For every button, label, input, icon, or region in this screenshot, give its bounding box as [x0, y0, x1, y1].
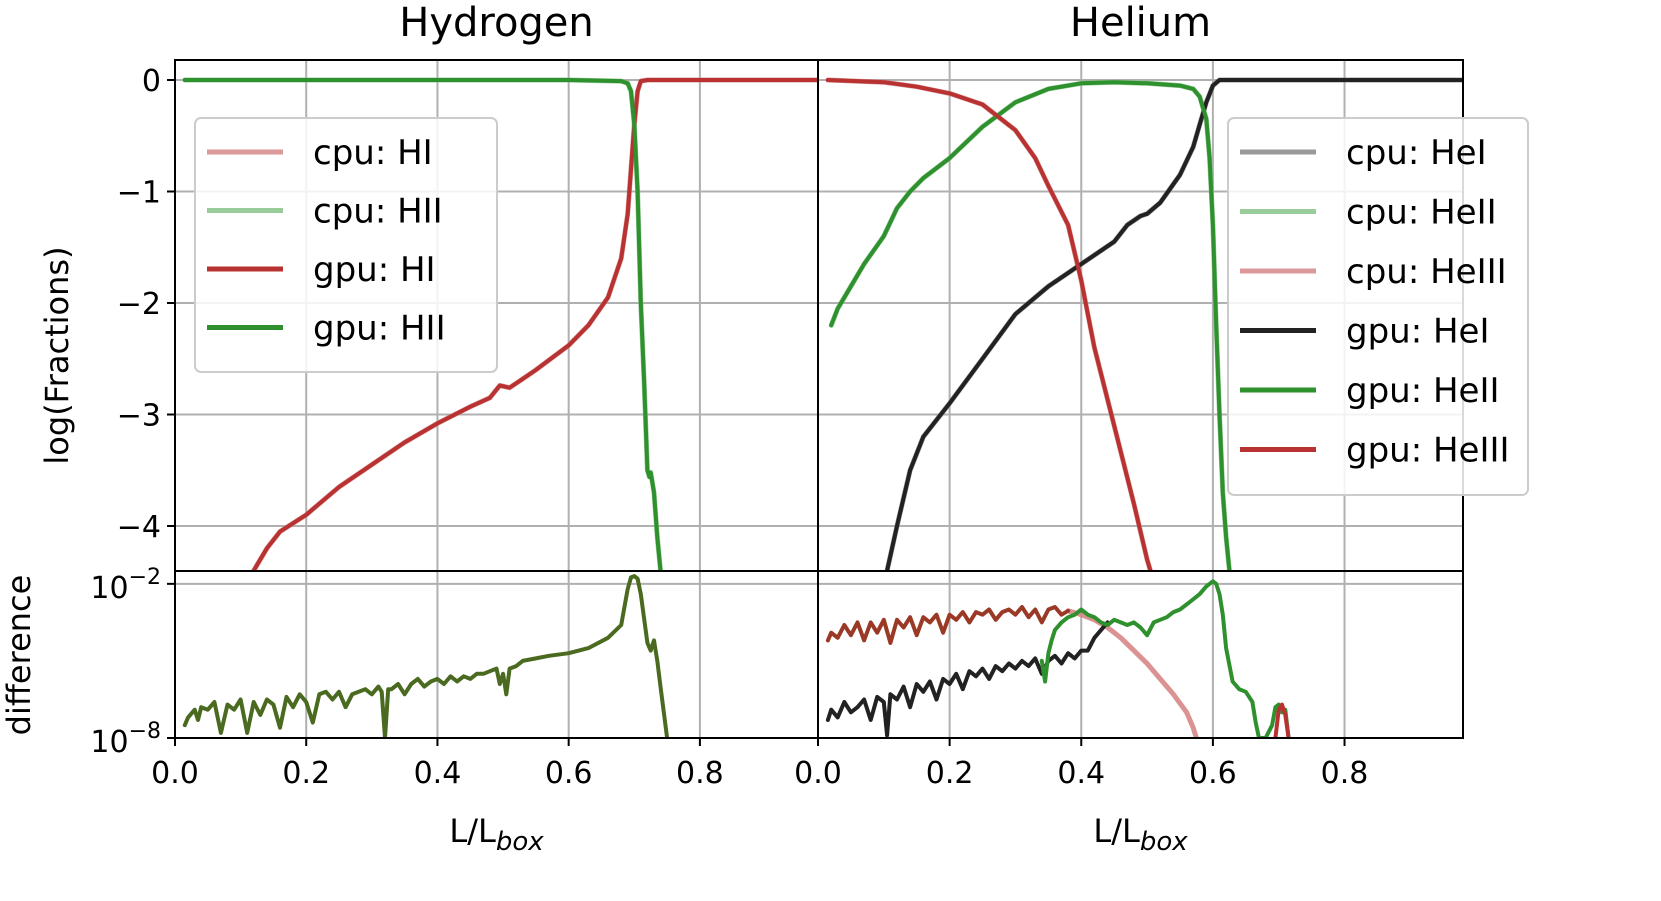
axes-frame [817, 570, 1464, 739]
x-label-main: L/L [1093, 812, 1140, 850]
y-tick-label: −2 [117, 287, 161, 322]
axes-frame [174, 570, 819, 739]
legend-label: cpu: HI [313, 133, 433, 173]
x-tick-label: 0.8 [676, 756, 724, 791]
series-group [825, 77, 1463, 571]
series-line-gpu-heiii [825, 78, 1153, 571]
legend-label: cpu: HII [313, 192, 443, 232]
legend-label: cpu: HeIII [1346, 252, 1507, 292]
series-line [1273, 702, 1291, 738]
y-axis-label: log(Fractions) [38, 246, 76, 464]
x-label-main: L/L [449, 812, 496, 850]
x-tick-label: 0.6 [1189, 756, 1237, 791]
y-tick-label: 10−2 [90, 565, 161, 606]
legend-helium: cpu: HeI cpu: HeII cpu: HeIII gpu: HeI gpu: … [1227, 117, 1529, 496]
legend-label: cpu: HeII [1346, 193, 1497, 233]
x-tick-label: 0.2 [926, 756, 974, 791]
series-group [182, 77, 818, 571]
series-line [825, 605, 1071, 645]
series-line [1065, 608, 1199, 738]
series-line [182, 574, 670, 738]
legend-label: gpu: HII [313, 309, 446, 349]
panels: Hydrogen0−1−2−3−4log(Fractions)Helium10−… [0, 0, 1529, 857]
series-line-gpu-hii [182, 78, 663, 571]
x-tick-label: 0.2 [282, 756, 330, 791]
series-line-cpu-heiii [825, 77, 1153, 571]
y-axis-label: difference [0, 575, 38, 736]
series-group [182, 574, 670, 738]
legend-label: gpu: HeI [1346, 312, 1490, 352]
x-tick-label: 0.4 [1057, 756, 1105, 791]
panel-title: Helium [1070, 0, 1211, 46]
series-line-gpu-heii [829, 80, 1232, 571]
legend-label: gpu: HI [313, 250, 436, 290]
tick-base: 10 [90, 571, 128, 606]
series-group [825, 579, 1291, 738]
series-line-gpu-hi [251, 78, 818, 571]
y-tick-label: 10−8 [90, 719, 161, 760]
helium-bottom-panel: 0.0 0.2 0.4 0.6 0.8 L/Lbox [794, 570, 1464, 857]
y-tick-label: −1 [117, 176, 161, 211]
y-tick-label: 0 [142, 64, 161, 99]
tick-exponent: −8 [129, 719, 161, 744]
x-axis-label: L/Lbox [1093, 812, 1188, 857]
tick-exponent: −2 [129, 565, 161, 590]
legend-label: cpu: HeI [1346, 133, 1487, 173]
x-tick-label: 0.0 [794, 756, 842, 791]
panel-title: Hydrogen [399, 0, 594, 46]
x-label-sub: box [496, 827, 544, 857]
y-tick-label: −3 [117, 399, 161, 434]
x-label-sub: box [1140, 827, 1188, 857]
x-axis-label: L/Lbox [449, 812, 544, 857]
series-line [825, 620, 1110, 738]
series-line [1039, 579, 1291, 738]
y-tick-label: −4 [117, 510, 161, 545]
series-line-gpu-hei [885, 78, 1463, 571]
legend-box [194, 117, 498, 373]
x-tick-label: 0.6 [545, 756, 593, 791]
legend-hydrogen: cpu: HI cpu: HII gpu: HI gpu: HII [194, 117, 498, 373]
legend-label: gpu: HeII [1346, 371, 1500, 411]
x-tick-label: 0.8 [1321, 756, 1369, 791]
x-tick-label: 0.0 [151, 756, 199, 791]
tick-base: 10 [90, 725, 128, 760]
x-tick-label: 0.4 [414, 756, 462, 791]
legend-label: gpu: HeIII [1346, 431, 1510, 471]
